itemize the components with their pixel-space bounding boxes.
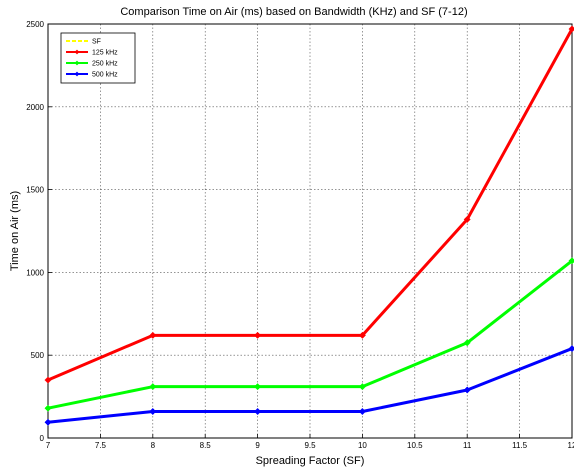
legend-label: 125 kHz: [92, 50, 118, 57]
legend-marker: [74, 71, 80, 77]
data-point: [149, 407, 157, 416]
data-point: [463, 339, 471, 347]
data-point: [149, 331, 157, 339]
legend-item-sf: SF: [66, 39, 101, 46]
data-point: [44, 376, 52, 384]
legend-item-125-khz: 125 kHz: [66, 50, 118, 57]
x-tick-label: 7: [46, 441, 51, 450]
y-axis-ticks: 0 500 1000 1500 2000 2500: [26, 20, 52, 443]
legend: SF 125 kHz 250 kHz 500 kHz: [60, 32, 136, 84]
x-tick-label: 11.5: [512, 441, 528, 450]
data-point: [568, 345, 574, 353]
series-layer: [44, 25, 574, 426]
series-250-khz: [44, 257, 574, 412]
data-point: [463, 215, 471, 223]
x-tick-label: 9.5: [304, 441, 316, 450]
legend-label: 250 kHz: [92, 61, 118, 68]
data-point: [358, 383, 366, 391]
x-tick-label: 10: [358, 441, 367, 450]
x-tick-label: 10.5: [407, 441, 423, 450]
y-tick-label: 2000: [26, 103, 44, 112]
series-line-250-khz: [47, 259, 573, 410]
y-tick-label: 1000: [26, 268, 44, 277]
data-point: [254, 407, 262, 416]
y-axis-label: Time on Air (ms): [9, 191, 21, 271]
legend-label: 500 kHz: [92, 72, 118, 79]
x-tick-label: 8: [151, 441, 156, 450]
y-tick-label: 1500: [26, 186, 44, 195]
x-tick-label: 8.5: [200, 441, 212, 450]
x-tick-label: 11: [463, 441, 472, 450]
y-tick-label: 0: [40, 434, 45, 443]
data-point: [254, 331, 262, 339]
grid: [47, 23, 573, 439]
x-axis-label: Spreading Factor (SF): [256, 455, 365, 467]
legend-item-250-khz: 250 kHz: [66, 61, 118, 68]
data-point: [44, 404, 52, 412]
legend-marker: [74, 49, 80, 55]
x-tick-label: 9: [255, 441, 260, 450]
data-point: [358, 407, 366, 416]
series-line-125-khz: [47, 28, 574, 382]
legend-label: SF: [92, 39, 101, 46]
data-point: [254, 383, 262, 391]
data-point: [463, 386, 471, 394]
x-tick-label: 7.5: [95, 441, 107, 450]
data-point: [358, 331, 366, 339]
data-point: [568, 257, 574, 265]
legend-item-500-khz: 500 kHz: [66, 72, 118, 79]
x-axis-ticks: 7 7.5 8 8.5 9 9.5 10 10.5 11 11.5 12: [46, 434, 574, 450]
x-tick-label: 12: [568, 441, 574, 450]
series-125-khz: [44, 25, 574, 384]
y-tick-label: 2500: [26, 20, 44, 29]
series-line-500-khz: [47, 347, 573, 424]
chart-title: Comparison Time on Air (ms) based on Ban…: [120, 6, 467, 18]
data-point: [568, 25, 574, 33]
y-tick-label: 500: [31, 351, 45, 360]
data-point: [44, 418, 52, 426]
legend-marker: [74, 60, 80, 66]
data-point: [149, 383, 157, 391]
series-500-khz: [44, 345, 574, 426]
